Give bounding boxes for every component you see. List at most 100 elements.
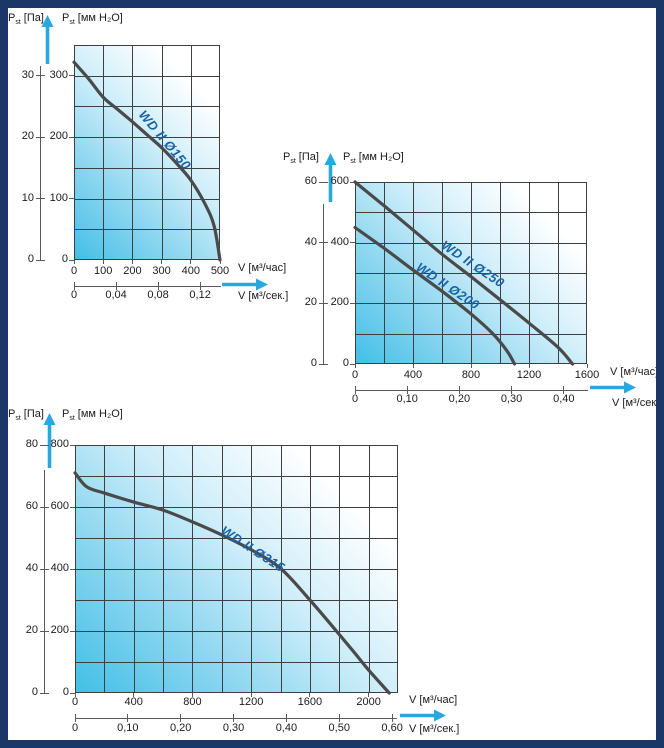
pa-tick-mark — [40, 506, 49, 508]
curve-wd-ii-315 — [73, 471, 391, 695]
pressure-subscript: st — [350, 158, 356, 166]
mm-tick-label: 400 — [50, 562, 69, 574]
mm-tick-mark — [70, 506, 75, 508]
pa-tick-mark — [319, 242, 328, 244]
pa-tick-mark — [319, 181, 328, 183]
sec-tick-label: 0,50 — [328, 722, 350, 734]
hour-tick-mark — [528, 364, 530, 368]
hour-tick-label: 300 — [152, 265, 171, 277]
pressure-symbol: P — [62, 12, 70, 24]
pressure-subscript: st — [69, 19, 75, 27]
flow-sec-axis-label: V [м³/сек.] — [409, 723, 460, 735]
sec-axis-line — [75, 717, 397, 719]
sec-tick-label: 0,08 — [147, 289, 169, 301]
mm-tick-label: 400 — [330, 235, 349, 248]
hour-tick-mark — [470, 364, 472, 368]
pressure-unit: [Па] — [298, 151, 319, 163]
flow-hour-axis-label: V [м³/час] — [610, 366, 659, 378]
sec-tick-label: 0,30 — [222, 722, 245, 734]
hour-tick-mark — [354, 364, 356, 368]
hour-tick-mark — [74, 693, 76, 697]
mm-tick-mark — [69, 259, 74, 261]
up-arrow-icon — [41, 15, 54, 64]
sec-tick-mark — [157, 282, 159, 290]
pressure-symbol: P — [283, 151, 291, 163]
mm-tick-label: 0 — [61, 253, 68, 265]
flow-sec-axis-label: V [м³/сек.] — [238, 290, 289, 302]
plot-grid-and-curves — [72, 45, 222, 262]
pressure-pa-axis-label: Pst [Па] — [8, 408, 44, 425]
up-arrow-icon — [43, 413, 56, 468]
pa-tick-label: 20 — [304, 296, 317, 309]
mm-tick-mark — [69, 198, 74, 200]
hour-tick-label: 400 — [124, 696, 143, 708]
hour-tick-mark — [161, 260, 163, 264]
sec-tick-mark — [127, 714, 129, 722]
hour-tick-mark — [250, 693, 252, 697]
sec-tick-label: 0 — [71, 722, 79, 734]
pressure-unit: [мм H₂O] — [77, 12, 123, 24]
hour-tick-mark — [586, 364, 588, 368]
hour-tick-label: 800 — [461, 369, 481, 381]
pressure-symbol: P — [8, 408, 16, 420]
sec-tick-label: 0 — [351, 393, 359, 405]
pressure-symbol: P — [62, 408, 70, 420]
mm-tick-label: 200 — [49, 130, 68, 143]
sec-tick-mark — [73, 282, 75, 290]
sec-tick-label: 0,30 — [500, 393, 523, 405]
sec-axis-line — [74, 285, 221, 287]
pa-axis-line — [40, 66, 41, 260]
sec-tick-label: 0,10 — [117, 722, 139, 734]
mm-tick-mark — [350, 302, 355, 304]
hour-tick-label: 1200 — [238, 696, 264, 708]
sec-tick-label: 0,40 — [553, 393, 575, 405]
flow-hour-axis-label: V [м³/час] — [409, 694, 458, 706]
hour-tick-label: 500 — [210, 265, 230, 277]
mm-tick-label: 0 — [62, 686, 69, 698]
pressure-mm-axis-label: Pst [мм H₂O] — [343, 151, 404, 168]
hour-tick-label: 400 — [403, 369, 423, 381]
mm-tick-label: 600 — [50, 500, 69, 512]
pa-tick-label: 0 — [310, 357, 317, 369]
mm-tick-label: 300 — [49, 68, 68, 81]
hour-tick-label: 1600 — [297, 696, 323, 708]
hour-tick-label: 0 — [71, 696, 79, 708]
hour-tick-label: 400 — [181, 265, 200, 277]
sec-tick-label: 0,04 — [105, 289, 127, 301]
hour-tick-mark — [131, 260, 133, 264]
mm-tick-mark — [70, 692, 75, 694]
pressure-pa-axis-label: Pst [Па] — [283, 151, 319, 168]
pa-tick-label: 60 — [304, 175, 317, 187]
mm-tick-label: 100 — [49, 191, 68, 204]
pa-tick-label: 40 — [304, 235, 317, 248]
pa-tick-mark — [40, 568, 49, 570]
hour-tick-label: 1200 — [516, 369, 542, 381]
pa-axis-line — [44, 470, 45, 693]
sec-tick-mark — [233, 714, 235, 722]
right-arrow-icon — [400, 709, 446, 722]
hour-tick-mark — [309, 693, 311, 697]
pressure-pa-axis-label: Pst [Па] — [8, 12, 44, 29]
pressure-symbol: P — [8, 12, 16, 24]
sec-tick-label: 0,20 — [448, 393, 471, 405]
sec-tick-mark — [180, 714, 182, 722]
plot-grid-and-curves — [353, 180, 587, 366]
pressure-subscript: st — [69, 415, 75, 423]
sec-tick-mark — [406, 386, 408, 394]
hour-tick-mark — [73, 260, 75, 264]
mm-tick-label: 200 — [330, 296, 349, 309]
pa-tick-mark — [319, 302, 328, 304]
pa-tick-mark — [36, 75, 45, 77]
sec-tick-mark — [115, 282, 117, 290]
hour-tick-label: 0 — [351, 369, 359, 381]
curve-wd-ii-150 — [72, 60, 222, 262]
sec-tick-mark — [354, 386, 356, 394]
pa-tick-label: 60 — [25, 500, 38, 512]
curve-wd-ii-250 — [353, 180, 575, 366]
sec-tick-mark — [74, 714, 76, 722]
hour-tick-label: 2000 — [356, 696, 381, 708]
right-arrow-icon — [222, 278, 268, 291]
